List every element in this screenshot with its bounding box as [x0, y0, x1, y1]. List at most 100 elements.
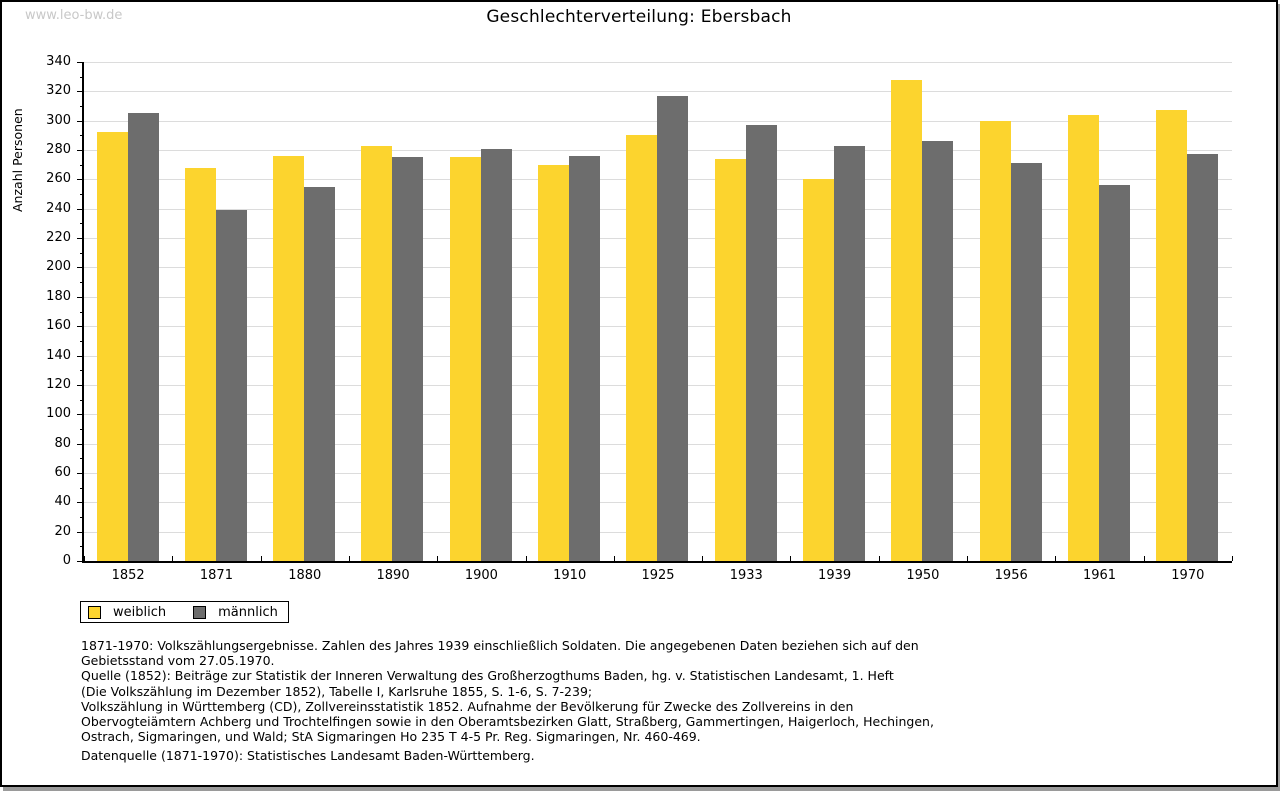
footnote: 1871-1970: Volkszählungsergebnisse. Zahl…: [81, 638, 1191, 764]
y-tick-label: 280: [46, 142, 71, 158]
y-axis-title: Anzahl Personen: [10, 108, 25, 212]
legend-label-weiblich: weiblich: [113, 604, 167, 620]
y-axis-major-tick: [77, 150, 84, 152]
source-text: 1871-1970: Volkszählungsergebnisse. Zahl…: [81, 638, 1191, 744]
x-axis-tick: [525, 556, 527, 561]
legend-swatch-maennlich: [193, 605, 207, 619]
x-axis-tick: [1143, 556, 1145, 561]
bar-weiblich-1939: [802, 179, 834, 561]
y-axis-major-tick: [77, 472, 84, 474]
x-axis-tick: [790, 556, 792, 561]
bar-männlich-1925: [657, 95, 689, 561]
y-tick-label: 220: [46, 230, 71, 246]
y-tick-label: 100: [46, 406, 71, 422]
x-tick-label: 1871: [199, 568, 233, 583]
y-axis-major-tick: [77, 355, 84, 357]
legend-item-maennlich: männlich: [193, 605, 278, 620]
y-axis-major-tick: [77, 296, 84, 298]
y-tick-label: 60: [54, 464, 71, 480]
y-axis-major-tick: [77, 267, 84, 269]
x-tick-label: 1852: [111, 568, 145, 583]
x-axis-tick: [1232, 556, 1233, 561]
y-tick-label: 320: [46, 83, 71, 99]
y-tick-label: 120: [46, 376, 71, 392]
y-tick-label: 180: [46, 288, 71, 304]
x-tick-label: 1939: [818, 568, 852, 583]
y-axis-major-tick: [77, 561, 84, 562]
y-axis-line: [82, 62, 84, 562]
bar-weiblich-1961: [1067, 114, 1099, 561]
bar-weiblich-1871: [184, 167, 216, 561]
bar-männlich-1871: [215, 210, 247, 561]
bar-weiblich-1890: [361, 145, 393, 561]
bar-männlich-1880: [304, 186, 336, 561]
chart-title: Geschlechterverteilung: Ebersbach: [486, 7, 792, 27]
y-axis-major-tick: [77, 179, 84, 181]
bar-weiblich-1970: [1156, 110, 1188, 561]
bar-männlich-1852: [127, 113, 159, 561]
x-tick-label: 1956: [994, 568, 1028, 583]
y-axis-major-tick: [77, 91, 84, 93]
bar-männlich-1890: [392, 157, 424, 561]
y-axis-major-tick: [77, 384, 84, 386]
y-tick-label: 240: [46, 200, 71, 216]
x-axis-tick: [172, 556, 174, 561]
y-axis-major-tick: [77, 120, 84, 122]
bar-männlich-1910: [569, 155, 601, 561]
datasource-text: Datenquelle (1871-1970): Statistisches L…: [81, 748, 535, 764]
gridline: [84, 91, 1232, 93]
gridline: [84, 62, 1232, 63]
source-line: Obervogteiämtern Achberg und Trochtelfin…: [81, 714, 934, 730]
source-line: 1871-1970: Volkszählungsergebnisse. Zahl…: [81, 638, 919, 653]
y-tick-label: 340: [46, 54, 71, 69]
y-tick-label: 80: [54, 435, 71, 451]
y-axis-major-tick: [77, 502, 84, 504]
x-tick-label: 1900: [464, 568, 498, 583]
y-axis-major-tick: [77, 531, 84, 533]
source-line: Gebietsstand vom 27.05.1970.: [81, 653, 275, 669]
source-line: Volkszählung in Württemberg (CD), Zollve…: [81, 698, 854, 714]
x-axis-line: [82, 561, 1232, 563]
legend-swatch-weiblich: [88, 605, 101, 619]
bar-weiblich-1933: [714, 158, 746, 561]
x-axis-tick: [613, 556, 615, 561]
source-line: (Die Volkszählung im Dezember 1852), Tab…: [81, 683, 593, 699]
bar-weiblich-1956: [979, 120, 1011, 561]
y-tick-label: 260: [46, 171, 71, 187]
x-tick-label: 1890: [376, 568, 410, 583]
y-tick-label: 300: [46, 112, 71, 128]
x-axis-tick: [437, 556, 439, 561]
x-tick-label: 1880: [288, 568, 322, 583]
y-axis-major-tick: [77, 62, 84, 63]
bar-weiblich-1950: [891, 79, 923, 561]
y-tick-label: 160: [46, 318, 71, 334]
legend: weiblich männlich: [80, 601, 289, 623]
bar-männlich-1970: [1187, 154, 1219, 561]
y-axis-major-tick: [77, 326, 84, 328]
x-axis-tick: [260, 556, 262, 561]
legend-item-weiblich: weiblich: [88, 605, 166, 620]
source-line: Ostrach, Sigmaringen, und Wald; StA Sigm…: [81, 729, 701, 745]
x-tick-label: 1933: [729, 568, 763, 583]
bar-männlich-1939: [833, 145, 865, 561]
y-axis-major-tick: [77, 208, 84, 210]
bar-männlich-1900: [480, 148, 512, 561]
bar-weiblich-1925: [626, 135, 658, 561]
bar-weiblich-1852: [96, 132, 128, 561]
x-axis-tick: [702, 556, 704, 561]
bar-weiblich-1900: [449, 157, 481, 561]
y-axis-major-tick: [77, 238, 84, 240]
bar-weiblich-1880: [273, 155, 305, 561]
x-axis-tick: [967, 556, 969, 561]
watermark: www.leo-bw.de: [25, 8, 123, 23]
bar-männlich-1950: [922, 141, 954, 561]
y-axis-major-tick: [77, 414, 84, 416]
y-axis-major-tick: [77, 443, 84, 445]
y-tick-label: 20: [54, 523, 71, 539]
x-tick-label: 1925: [641, 568, 675, 583]
x-axis-tick: [348, 556, 350, 561]
y-tick-label: 0: [62, 553, 71, 568]
y-tick-label: 140: [46, 347, 71, 363]
x-axis-tick: [84, 556, 85, 561]
